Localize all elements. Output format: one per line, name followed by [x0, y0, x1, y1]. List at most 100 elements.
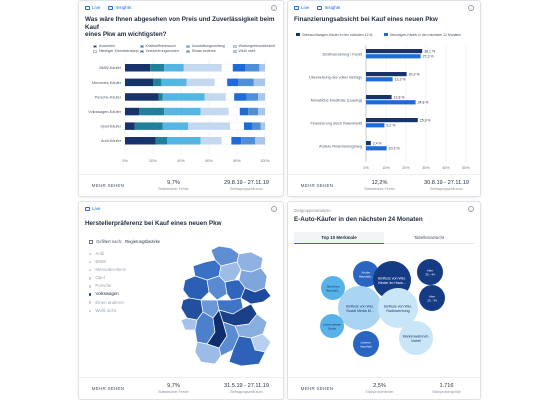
legend-item[interactable]: Versicherungskosten [139, 49, 187, 53]
legend-item[interactable]: Wartungsfreundlichkeit [232, 44, 280, 48]
info-icon[interactable]: i [271, 206, 277, 212]
bar-segment[interactable] [253, 78, 265, 87]
feature-bubble[interactable]: KinderHaushalt... [353, 261, 379, 287]
bar-segment[interactable] [125, 93, 159, 101]
region-upper-bavaria[interactable] [228, 335, 266, 367]
bar[interactable] [366, 123, 385, 128]
bar-segment[interactable] [164, 107, 201, 116]
bar-segment[interactable] [245, 64, 260, 72]
bar-segment[interactable] [234, 93, 247, 101]
tab-top-10-features[interactable]: Top 10 Merkmale [294, 232, 384, 244]
bar-segment[interactable] [153, 78, 162, 87]
brand-item[interactable]: Volkswagen [89, 290, 126, 298]
filter-indicator[interactable]: Gefiltert nach: Regierungsbezirke [89, 239, 160, 244]
bar[interactable] [366, 77, 393, 82]
bar-segment[interactable] [164, 64, 184, 72]
more-button[interactable]: MEHR SEHEN [300, 386, 334, 391]
bar-segment[interactable] [162, 122, 188, 130]
bar-segment[interactable] [183, 64, 222, 72]
bar-segment[interactable] [204, 93, 226, 101]
brand-item[interactable]: Einen anderen [89, 299, 126, 307]
bar-segment[interactable] [188, 122, 230, 130]
bar[interactable] [366, 72, 407, 77]
bar-segment[interactable] [221, 63, 233, 72]
brand-item[interactable]: Mercedes-Benz [89, 266, 126, 274]
bar[interactable] [366, 118, 418, 123]
bar-segment[interactable] [258, 93, 265, 101]
info-icon[interactable]: i [468, 5, 474, 11]
bar-segment[interactable] [248, 107, 258, 116]
bar[interactable] [366, 49, 423, 54]
region-saar[interactable] [180, 317, 198, 331]
bar-segment[interactable] [258, 107, 265, 116]
bar-segment[interactable] [228, 107, 240, 116]
bar-segment[interactable] [167, 137, 201, 145]
bar-segment[interactable] [161, 78, 187, 87]
more-button[interactable]: MEHR SEHEN [300, 183, 334, 188]
legend-item[interactable]: Weiß nicht [232, 49, 280, 53]
bar-segment[interactable] [125, 107, 139, 116]
bar-segment[interactable] [158, 93, 163, 101]
bar-segment[interactable] [238, 78, 254, 87]
legend-item[interactable]: Niedriger Kilometerstand [93, 49, 140, 53]
bar[interactable] [366, 100, 416, 105]
feature-bubble[interactable]: Einfluss von Wer.Social Media M... [338, 286, 382, 330]
bar[interactable] [366, 95, 392, 100]
bar-segment[interactable] [252, 122, 261, 130]
tab-table-view[interactable]: Tabellenansicht [384, 232, 474, 244]
bar-segment[interactable] [260, 122, 265, 130]
bar-segment[interactable] [259, 64, 265, 72]
bar-segment[interactable] [231, 137, 242, 145]
insights-tag[interactable]: Insights [317, 5, 340, 10]
region-saxony[interactable] [240, 287, 272, 305]
bar-segment[interactable] [244, 122, 253, 130]
insights-tag[interactable]: Insights [108, 5, 131, 10]
legend-item[interactable]: Kraftstoffverbrauch [139, 44, 187, 48]
bar-segment[interactable] [139, 107, 165, 116]
brand-item[interactable]: Audi [89, 250, 126, 258]
bar-segment[interactable] [155, 137, 167, 145]
region-south-west[interactable] [194, 341, 222, 365]
bar[interactable] [366, 146, 387, 151]
info-icon[interactable]: i [468, 206, 474, 212]
bar-segment[interactable] [255, 137, 265, 145]
brand-item[interactable]: BMW [89, 258, 126, 266]
bar-segment[interactable] [246, 93, 258, 101]
live-tag[interactable]: Live [294, 5, 309, 10]
more-button[interactable]: MEHR SEHEN [91, 183, 125, 188]
feature-bubble[interactable]: JährlichesHaushalt... [321, 276, 345, 300]
info-icon[interactable]: i [271, 5, 277, 11]
brand-item[interactable]: Opel [89, 274, 126, 282]
bar-segment[interactable] [162, 93, 205, 101]
live-tag[interactable]: Live [85, 206, 100, 211]
bar-segment[interactable] [200, 107, 229, 116]
bar-segment[interactable] [239, 107, 249, 116]
bar[interactable] [366, 54, 421, 59]
bar-segment[interactable] [221, 136, 232, 145]
germany-map[interactable] [171, 244, 281, 374]
feature-bubble[interactable]: Einfluss von Wer.Radiowerbung [378, 288, 418, 328]
bar-segment[interactable] [125, 64, 151, 72]
feature-bubble[interactable]: Lebens-haushalt [353, 331, 379, 357]
feature-bubble[interactable]: Markenwahrneh.Vorteil [399, 321, 433, 355]
bar-segment[interactable] [227, 78, 239, 87]
bar-segment[interactable] [186, 78, 215, 87]
bar-segment[interactable] [200, 137, 222, 145]
bar-segment[interactable] [232, 64, 246, 72]
bar-segment[interactable] [125, 122, 135, 130]
legend-item[interactable]: Etwas anderes [186, 49, 233, 53]
bar-segment[interactable] [241, 137, 256, 145]
bar-segment[interactable] [214, 78, 228, 87]
bar-segment[interactable] [125, 137, 156, 145]
brand-item[interactable]: Porsche [89, 282, 126, 290]
bar-segment[interactable] [150, 64, 165, 72]
region-west[interactable] [182, 275, 210, 301]
bar-segment[interactable] [225, 93, 235, 101]
bar-segment[interactable] [134, 122, 163, 130]
live-tag[interactable]: Live [85, 5, 100, 10]
brand-item[interactable]: Weiß nicht [89, 307, 126, 315]
legend-item[interactable]: Aussehen [93, 44, 140, 48]
